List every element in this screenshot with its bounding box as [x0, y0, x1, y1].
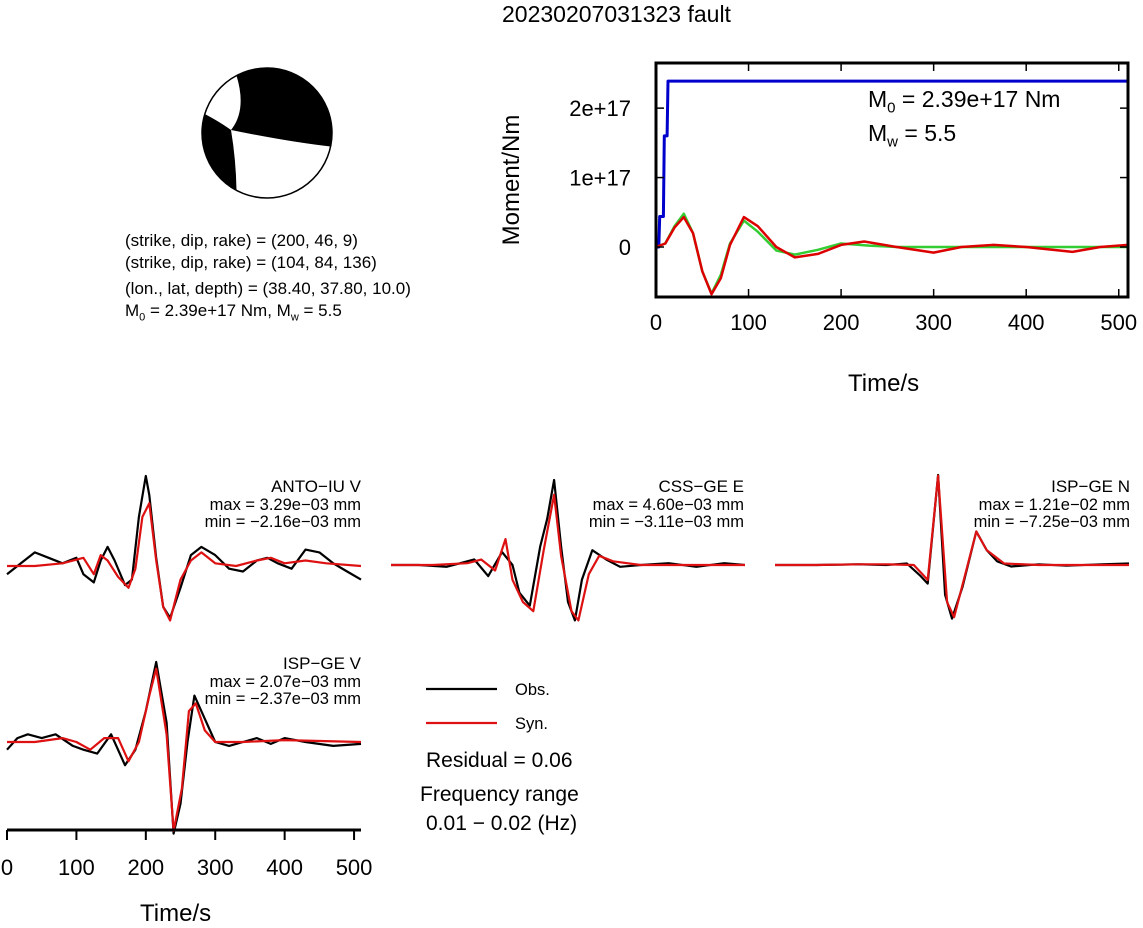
- frequency-range-value: 0.01 − 0.02 (Hz): [426, 812, 578, 835]
- moment-y-tick-label: 1e+17: [569, 166, 631, 191]
- magnitude-info: M0 = 2.39e+17 Nm, Mw = 5.5: [125, 301, 342, 324]
- waveform-xlabel: Time/s: [140, 900, 212, 927]
- moment-y-tick-label: 0: [619, 235, 631, 260]
- moment-x-tick-label: 400: [1008, 310, 1045, 335]
- legend-obs-label: Obs.: [515, 681, 550, 699]
- moment-xlabel: Time/s: [848, 370, 920, 397]
- waveform-label-css: CSS−GE E max = 4.60e−03 mm min = −3.11e−…: [588, 477, 744, 531]
- nodal-plane-2: (strike, dip, rake) = (104, 84, 136): [125, 253, 377, 272]
- beachball-compression-quadrant: [201, 114, 237, 191]
- fault-info: (strike, dip, rake) = (200, 46, 9) (stri…: [125, 230, 411, 328]
- moment-x-tick-label: 200: [823, 310, 860, 335]
- legend-syn-label: Syn.: [515, 715, 549, 733]
- moment-x-tick-label: 0: [650, 310, 662, 335]
- moment-y-tick-label: 2e+17: [569, 96, 631, 121]
- moment-x-tick-label: 100: [730, 310, 767, 335]
- waveform-x-tick-label: 400: [266, 855, 303, 880]
- figure-title: 20230207031323 fault: [502, 1, 731, 27]
- location-info: (lon., lat, depth) = (38.40, 37.80, 10.0…: [125, 279, 411, 298]
- waveform-label-isp-n: ISP−GE N max = 1.21e−02 mm min = −7.25e−…: [973, 477, 1130, 531]
- beachball-compression-quadrant: [231, 67, 333, 147]
- waveform-x-tick-label: 500: [336, 855, 373, 880]
- waveform-x-tick-label: 300: [197, 855, 234, 880]
- moment-x-tick-label: 300: [915, 310, 952, 335]
- waveform-x-tick-label: 200: [127, 855, 164, 880]
- moment-mw-label: Mw = 5.5: [868, 120, 957, 151]
- moment-series-line: [655, 212, 1128, 295]
- frequency-range-label: Frequency range: [420, 783, 579, 806]
- waveform-label-anto: ANTO−IU V max = 3.29e−03 mm min = −2.16e…: [204, 477, 361, 531]
- beachball-outline: [201, 67, 333, 199]
- moment-ylabel: Moment/Nm: [498, 114, 525, 246]
- moment-m0-label: M0 = 2.39e+17 Nm: [868, 86, 1061, 117]
- moment-x-tick-label: 500: [1100, 310, 1137, 335]
- nodal-plane-1: (strike, dip, rake) = (200, 46, 9): [125, 231, 358, 250]
- residual-text: Residual = 0.06: [426, 749, 573, 772]
- waveform-x-tick-label: 0: [1, 855, 13, 880]
- waveform-x-tick-label: 100: [58, 855, 95, 880]
- waveform-label-isp-v: ISP−GE V max = 2.07e−03 mm min = −2.37e−…: [204, 654, 361, 708]
- moment-series-line: [655, 215, 1129, 296]
